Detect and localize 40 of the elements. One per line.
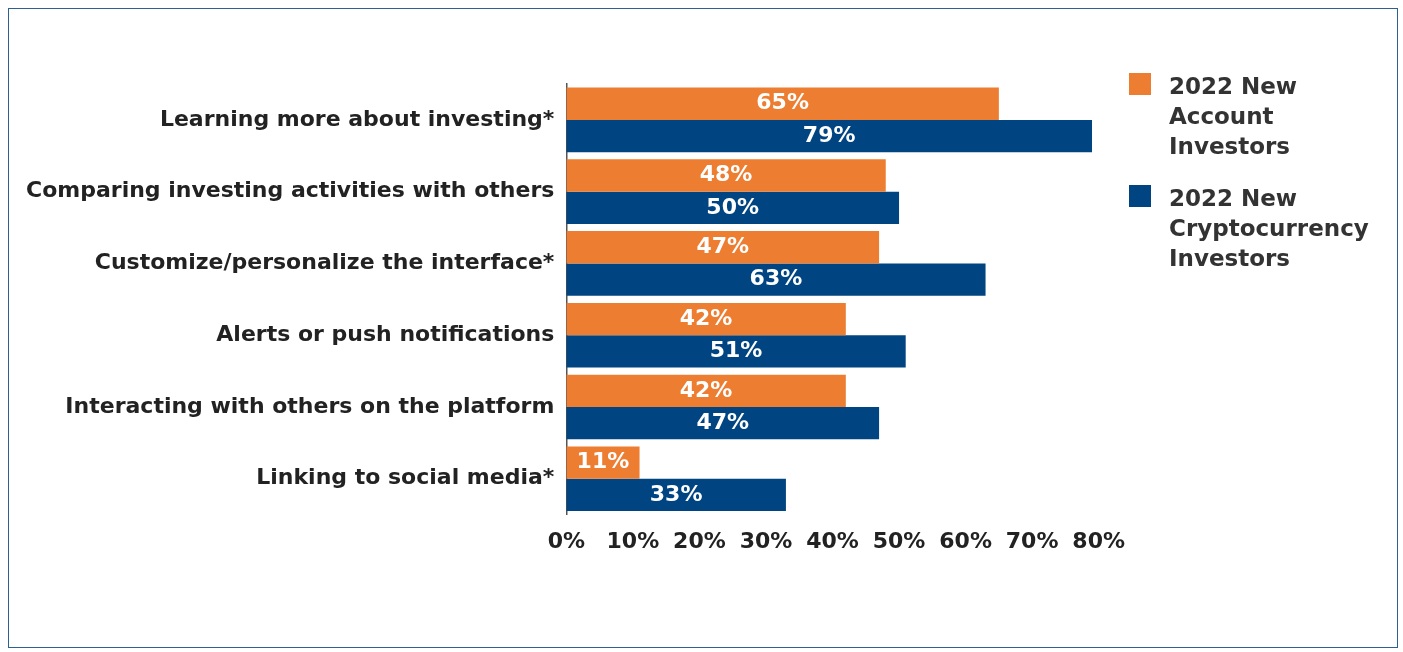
bar: [566, 231, 880, 264]
x-tick-label: 50%: [872, 527, 926, 553]
x-tick-label: 10%: [606, 527, 660, 553]
data-label: 11%: [576, 448, 630, 474]
x-tick-label: 20%: [673, 527, 726, 553]
bar: [566, 406, 880, 440]
x-tick-label: 30%: [739, 527, 793, 553]
data-label: 79%: [802, 121, 856, 147]
data-label: 42%: [679, 376, 733, 402]
y-tick-label: Alerts or push notifications: [216, 320, 555, 346]
legend-label: 2022 New Account Investors: [1169, 72, 1299, 161]
legend-label: 2022 New Cryptocurrency Investors: [1169, 184, 1369, 273]
data-label: 50%: [706, 193, 760, 219]
bar: [566, 263, 986, 296]
y-tick-label: Customize/personalize the interface*: [94, 249, 555, 275]
data-label: 51%: [709, 337, 763, 363]
bar: [566, 191, 900, 224]
x-tick-label: 70%: [1005, 527, 1059, 553]
bar: [566, 87, 999, 120]
data-label: 33%: [649, 480, 703, 506]
data-label: 63%: [749, 265, 803, 291]
bar: [566, 119, 1093, 153]
x-tick-label: 80%: [1072, 527, 1126, 553]
bar: [566, 374, 846, 407]
x-tick-label: 60%: [939, 527, 992, 553]
data-label: 65%: [756, 89, 809, 115]
data-label: 47%: [696, 408, 750, 434]
y-tick-label: Comparing investing activities with others: [26, 177, 555, 203]
y-tick-label: Interacting with others on the platform: [65, 392, 555, 418]
data-label: 47%: [696, 232, 750, 258]
x-tick-label: 40%: [806, 527, 859, 553]
y-tick-label: Learning more about investing*: [159, 105, 555, 131]
data-label: 48%: [699, 161, 753, 187]
bar: [566, 159, 886, 192]
x-tick-label: 0%: [547, 527, 586, 553]
bar: [566, 478, 786, 512]
y-tick-label: Linking to social media*: [256, 464, 555, 490]
bar: [566, 335, 906, 368]
bar: [566, 302, 846, 336]
data-label: 42%: [679, 304, 733, 330]
